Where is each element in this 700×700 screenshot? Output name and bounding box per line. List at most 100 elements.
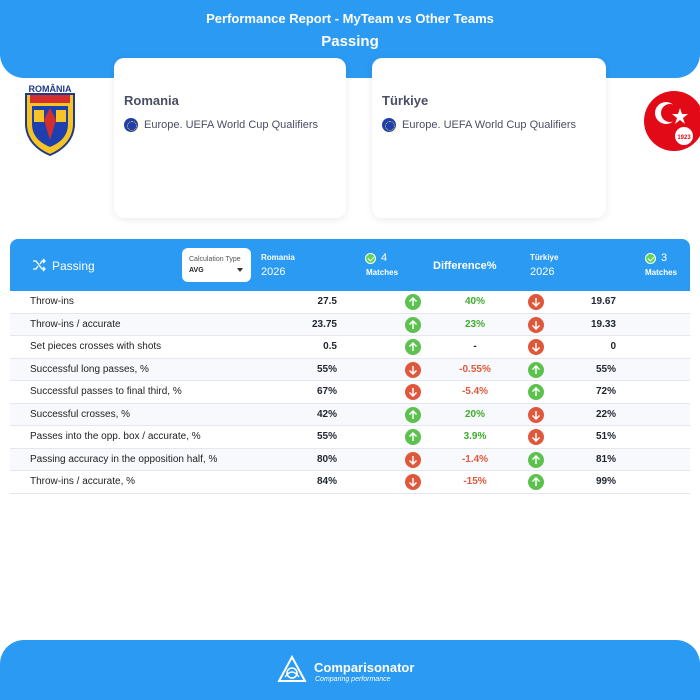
team-b-value: 99% [595, 476, 616, 487]
arrow-down-icon [405, 474, 421, 490]
metric-label: Passes into the opp. box / accurate, % [30, 431, 201, 442]
table-row: Passing accuracy in the opposition half,… [10, 448, 690, 471]
romania-crest-icon: ROMÂNIA [25, 83, 75, 156]
team-name: Romania [124, 93, 179, 108]
arrow-down-icon [405, 384, 421, 400]
table-row: Passes into the opp. box / accurate, % 55… [10, 426, 690, 449]
shuffle-icon [33, 258, 46, 272]
table-row: Successful long passes, % 55% -0.55% 55% [10, 358, 690, 381]
team-b-value: 51% [595, 431, 616, 442]
arrow-up-icon [405, 294, 421, 310]
metric-label: Set pieces crosses with shots [30, 341, 162, 352]
difference-value: 3.9% [463, 431, 487, 442]
arrow-down-icon [528, 294, 544, 310]
team-b-value: 22% [595, 408, 616, 420]
difference-value: -15% [463, 476, 487, 487]
team-a-value: 0.5 [323, 341, 337, 352]
team-competition: Europe. UEFA World Cup Qualifiers [124, 118, 318, 132]
arrow-down-icon [528, 429, 544, 445]
chevron-down-icon [237, 268, 243, 272]
calculation-type-dropdown[interactable]: Calculation Type AVG [182, 248, 251, 282]
team-a-value: 80% [316, 453, 337, 465]
team-b-value: 19.67 [590, 296, 616, 307]
table-row: Successful passes to final third, % 67% -5… [10, 381, 690, 404]
team-b-matches-label: Matches [645, 268, 678, 277]
arrow-up-icon [405, 429, 421, 445]
metric-label: Successful crosses, % [30, 408, 131, 420]
metrics-table: Throw-ins 27.5 40% 19.67 Throw-ins / accurat… [10, 291, 690, 494]
eu-flag-icon [124, 118, 138, 132]
table-row: Successful crosses, % 42% 20% 22% [10, 403, 690, 426]
calculation-type-label: Calculation Type [189, 256, 241, 263]
turkiye-crest-icon: 1923 [644, 91, 700, 151]
team-competition: Europe. UEFA World Cup Qualifiers [382, 118, 576, 132]
metric-label: Successful long passes, % [30, 363, 149, 375]
table-header: Passing Calculation Type AVG Romania 202… [10, 239, 690, 291]
difference-value: - [473, 341, 477, 352]
team-card-romania: Romania Europe. UEFA World Cup Qualifier… [114, 58, 346, 218]
footer-band [0, 640, 700, 700]
arrow-up-icon [528, 474, 544, 490]
difference-header: Difference% [433, 260, 497, 272]
team-card-turkiye: Türkiye Europe. UEFA World Cup Qualifier… [372, 58, 606, 218]
difference-value: 20% [464, 408, 485, 420]
difference-value: -0.55% [459, 363, 491, 375]
comparisonator-logo-icon [277, 655, 307, 682]
arrow-up-icon [528, 451, 544, 468]
check-icon [365, 253, 376, 264]
team-b-value: 81% [595, 453, 616, 465]
difference-value: -5.4% [461, 386, 489, 397]
calculation-type-value: AVG [189, 267, 204, 274]
team-a-value: 42% [316, 408, 337, 420]
category-label: Passing [52, 259, 95, 273]
arrow-down-icon [405, 451, 421, 468]
check-icon [645, 253, 656, 264]
team-b-value: 19.33 [590, 318, 616, 330]
turkiye-crest-text: 1923 [677, 135, 691, 141]
team-b-season: 2026 [530, 266, 555, 278]
team-a-value: 23.75 [311, 318, 337, 330]
arrow-up-icon [405, 406, 421, 423]
competition-label: Europe. UEFA World Cup Qualifiers [144, 119, 319, 131]
team-b-value: 55% [595, 363, 616, 375]
team-b-matches-count: 3 [661, 252, 668, 264]
team-b-value: 72% [595, 386, 616, 397]
competition-label: Europe. UEFA World Cup Qualifiers [402, 119, 577, 131]
brand-tagline: Comparing performance [315, 676, 391, 683]
table-row: Throw-ins / accurate, % 84% -15% 99% [10, 471, 690, 494]
metric-label: Successful passes to final third, % [30, 386, 182, 397]
metric-label: Throw-ins [30, 296, 74, 307]
difference-value: -1.4% [461, 453, 489, 465]
eu-flag-icon [382, 118, 396, 132]
team-a-value: 55% [316, 431, 337, 442]
metric-label: Passing accuracy in the opposition half,… [30, 453, 218, 465]
arrow-up-icon [528, 361, 544, 378]
team-a-matches-count: 4 [381, 252, 388, 264]
team-a-value: 67% [316, 386, 337, 397]
report-subtitle: Passing [321, 33, 379, 50]
arrow-down-icon [405, 361, 421, 378]
table-row: Set pieces crosses with shots 0.5 - 0 [10, 336, 690, 359]
table-row: Throw-ins 27.5 40% 19.67 [10, 291, 690, 314]
arrow-down-icon [528, 316, 544, 333]
metric-label: Throw-ins / accurate, % [30, 476, 136, 487]
arrow-up-icon [528, 384, 544, 400]
team-a-season: 2026 [261, 266, 286, 278]
team-a-matches-label: Matches [366, 268, 399, 277]
team-a-header-name: Romania [261, 253, 295, 262]
arrow-down-icon [528, 339, 544, 355]
arrow-up-icon [405, 316, 421, 333]
brand-name: Comparisonator [314, 660, 415, 675]
team-name: Türkiye [382, 93, 429, 108]
metric-label: Throw-ins / accurate [30, 318, 121, 330]
team-a-value: 27.5 [317, 296, 337, 307]
arrow-up-icon [405, 339, 421, 355]
report-title: Performance Report - MyTeam vs Other Tea… [206, 11, 494, 26]
team-b-value: 0 [610, 341, 616, 352]
difference-value: 40% [464, 296, 485, 307]
difference-value: 23% [464, 318, 485, 330]
team-a-value: 84% [316, 476, 337, 487]
team-a-value: 55% [316, 363, 337, 375]
arrow-down-icon [528, 406, 544, 423]
romania-crest-text: ROMÂNIA [29, 83, 72, 94]
